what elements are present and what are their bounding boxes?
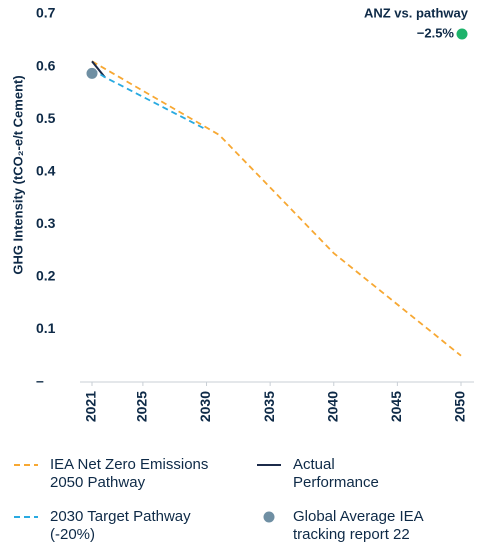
- legend-swatch: [255, 508, 283, 526]
- legend-item: 2030 Target Pathway (-20%): [12, 508, 227, 544]
- y-tick-label: 0.3: [36, 215, 56, 231]
- legend-label: 2030 Target Pathway (-20%): [50, 508, 191, 543]
- legend-label: Actual Performance: [293, 456, 379, 491]
- legend-swatch: [12, 508, 40, 526]
- y-tick-label: 0.2: [36, 268, 56, 284]
- legend-swatch-graphic: [14, 464, 38, 466]
- x-tick-label: 2021: [83, 391, 99, 422]
- x-tick-label: 2030: [197, 391, 213, 422]
- legend-swatch-graphic: [263, 511, 275, 523]
- legend-swatch: [12, 456, 40, 474]
- annotation: ANZ vs. pathway: [364, 5, 469, 20]
- chart: GHG Intensity (tCO₂-e/t Cement) ANZ vs. …: [10, 5, 474, 422]
- legend-item: Actual Performance: [255, 456, 470, 492]
- legend-swatch-graphic: [14, 516, 38, 518]
- legend-label: Global Average IEA tracking report 22: [293, 508, 423, 543]
- legend-swatch-graphic: [257, 464, 281, 466]
- legend: IEA Net Zero Emissions 2050 Pathway Actua…: [0, 452, 483, 543]
- x-tick-label: 2035: [261, 391, 277, 422]
- y-tick-label: –: [36, 373, 44, 389]
- point: [86, 67, 98, 79]
- y-tick-label: 0.6: [36, 57, 56, 73]
- legend-symbol: [263, 511, 275, 523]
- legend-label: IEA Net Zero Emissions 2050 Pathway: [50, 456, 209, 491]
- legend-swatch: [255, 456, 283, 474]
- x-tick-label: 2045: [388, 391, 404, 422]
- y-tick-label: 0.7: [36, 5, 56, 21]
- series-line: [91, 68, 207, 131]
- y-tick-label: 0.1: [36, 320, 56, 336]
- legend-item: IEA Net Zero Emissions 2050 Pathway: [12, 456, 227, 492]
- y-tick-label: 0.5: [36, 110, 56, 126]
- annotation-value: −2.5%: [417, 25, 455, 40]
- series-line: [91, 60, 106, 78]
- legend-item: Global Average IEA tracking report 22: [255, 508, 470, 544]
- series-line: [91, 60, 462, 357]
- x-tick-label: 2025: [134, 391, 150, 422]
- x-tick-label: 2040: [324, 391, 340, 422]
- annotation-marker: [456, 28, 468, 40]
- y-axis-label: GHG Intensity (tCO₂-e/t Cement): [10, 75, 25, 274]
- x-tick-label: 2050: [452, 391, 468, 422]
- y-tick-label: 0.4: [36, 162, 56, 178]
